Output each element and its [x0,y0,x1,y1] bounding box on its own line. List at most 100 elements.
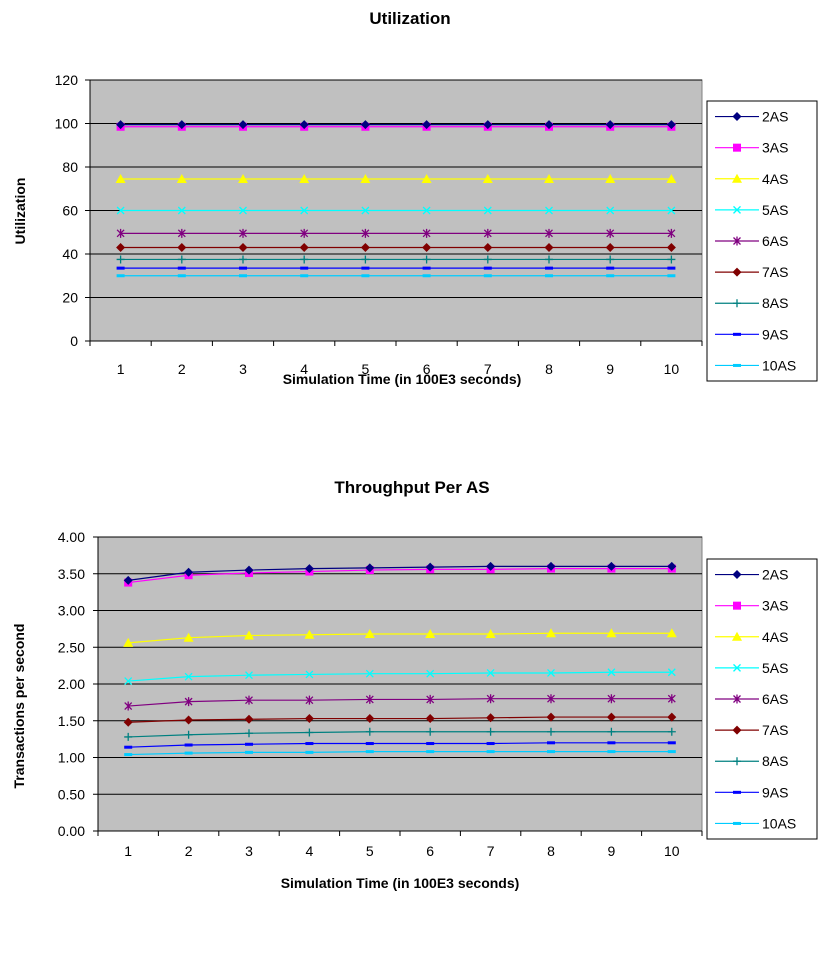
chart-title: Throughput Per AS [334,478,489,497]
legend-swatch-marker [733,821,741,825]
data-point [483,120,493,130]
data-point [486,750,495,754]
legend-label: 7AS [762,264,788,280]
series-7as [123,712,677,727]
legend-label: 4AS [762,171,788,187]
data-point [667,668,676,677]
data-point [606,712,616,722]
series-line [128,751,672,756]
data-point [426,669,435,678]
data-point [245,742,253,746]
throughput-chart: Throughput Per AS Simulation Time (in 10… [11,478,818,891]
x-tick-label: 4 [306,843,314,859]
data-point [177,274,186,278]
data-point [483,255,492,264]
data-point [483,228,492,238]
data-point [184,567,194,577]
y-tick-label: 20 [62,290,78,306]
data-point [545,206,553,215]
data-point [422,120,432,130]
legend: 2AS 3AS 4AS 5AS 6AS 7AS 8AS 9AS 10AS [706,100,818,382]
x-tick-label: 9 [608,843,616,859]
data-point [183,632,194,642]
series-2as [123,561,677,585]
data-point [238,120,248,130]
data-point [238,173,248,183]
y-tick-label: 1.50 [58,713,85,729]
data-point [545,255,553,264]
data-point [667,206,676,215]
data-point [483,266,492,270]
y-tick-label: 100 [55,116,79,132]
x-tick-label: 7 [487,843,495,859]
data-point [483,206,492,215]
data-point [483,242,493,252]
data-point [667,712,677,722]
y-tick-label: 0 [70,333,78,349]
x-tick-label: 1 [117,361,125,377]
legend-label: 3AS [762,598,788,614]
data-point [116,206,125,215]
data-point [667,750,676,754]
data-point [300,274,309,278]
data-point [547,669,555,677]
data-point [305,750,314,754]
data-point [426,694,435,704]
data-point [239,228,247,238]
legend-swatch-marker [732,631,742,641]
series-group [115,120,677,278]
data-point [422,274,431,278]
data-point [426,727,435,736]
x-tick-label: 2 [178,361,186,377]
series-line [128,632,672,644]
legend-swatch-marker [732,725,742,735]
legend-label: 6AS [762,691,788,707]
data-point [606,228,615,238]
y-axis-title: Utilization [12,178,28,245]
data-point [300,228,309,238]
y-tick-label: 3.50 [58,566,85,582]
series-4as [115,173,677,183]
data-point [124,701,133,711]
data-point [426,750,435,754]
data-point [365,742,374,746]
x-tick-label: 6 [426,843,434,859]
legend-label: 7AS [762,722,788,738]
data-point [545,228,553,238]
legend-label: 2AS [762,109,788,125]
data-point [544,173,554,183]
data-point [545,274,553,278]
data-point [305,695,314,705]
data-point [547,741,555,745]
data-point [184,743,193,747]
y-tick-label: 0.50 [58,786,85,802]
x-tick-label: 9 [606,361,614,377]
data-point [422,228,431,238]
data-point [244,565,254,575]
data-point [184,672,193,681]
data-point [239,206,247,215]
data-point [184,751,193,755]
series-9as [124,741,676,749]
y-tick-label: 0.00 [58,823,85,839]
data-point [124,745,133,749]
legend-swatch-marker [733,663,741,672]
data-point [184,730,193,739]
series-8as [116,255,676,264]
data-point [116,274,125,278]
data-point [666,120,676,130]
legend-label: 5AS [762,202,788,218]
legend-label: 3AS [762,140,788,156]
utilization-chart: Utilization Simulation Time (in 100E3 se… [12,9,818,387]
series-line [128,671,672,682]
legend-label: 10AS [762,357,796,373]
legend-swatch-marker [733,601,741,610]
y-tick-label: 2.00 [58,676,85,692]
data-point [300,266,309,270]
legend-swatch-marker [733,236,741,246]
data-point [360,173,371,183]
data-point [360,120,370,130]
data-point [606,255,615,264]
data-point [239,255,247,264]
data-point [486,742,495,746]
